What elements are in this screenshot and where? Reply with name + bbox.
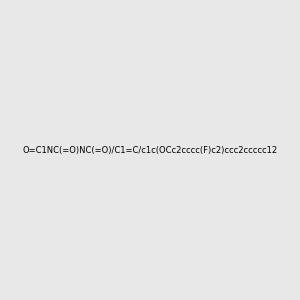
Text: O=C1NC(=O)NC(=O)/C1=C/c1c(OCc2cccc(F)c2)ccc2ccccc12: O=C1NC(=O)NC(=O)/C1=C/c1c(OCc2cccc(F)c2)… bbox=[22, 146, 278, 154]
